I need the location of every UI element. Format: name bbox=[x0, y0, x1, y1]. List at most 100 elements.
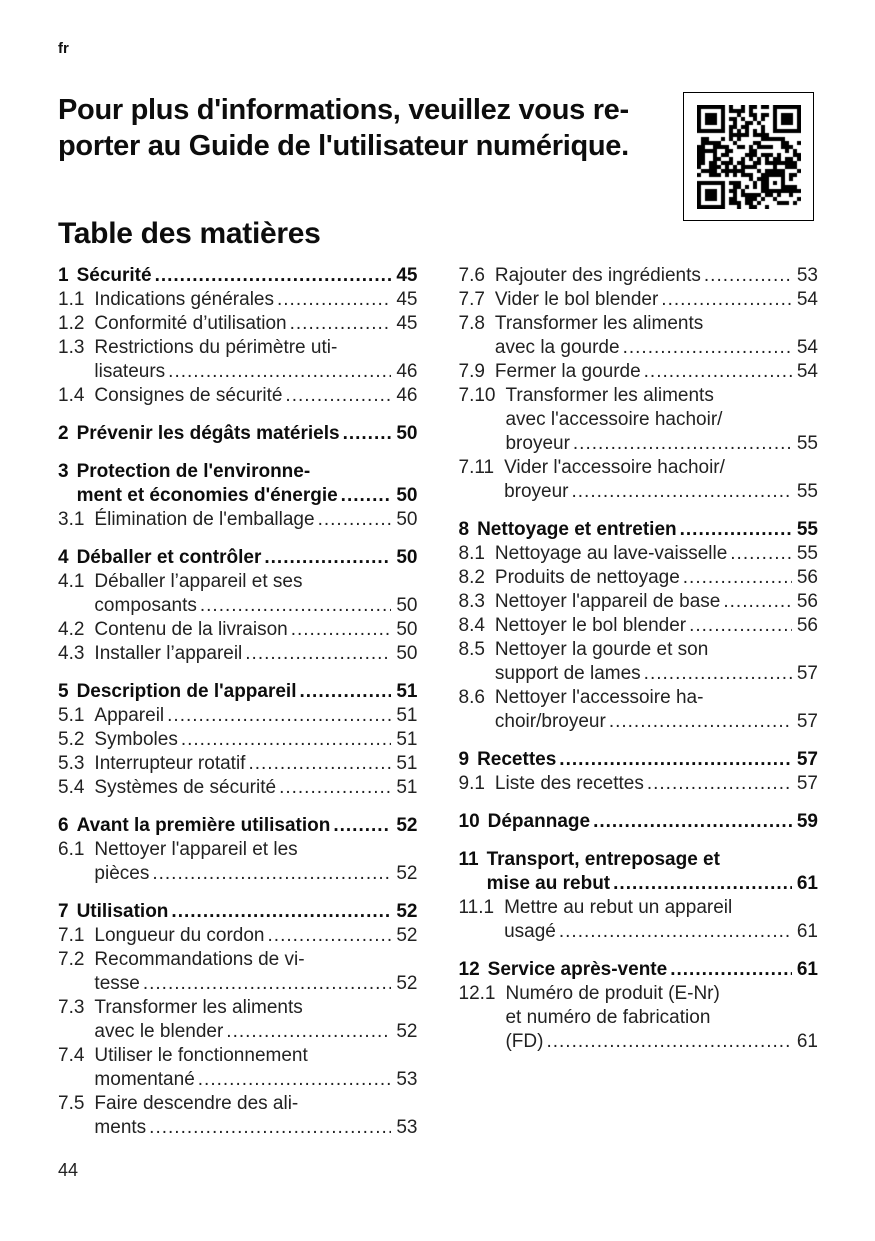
toc-leader-dots bbox=[623, 336, 792, 360]
toc-entry-body: Sécurité 45 bbox=[77, 264, 418, 288]
toc-entry-last-line: Consignes de sécurité 46 bbox=[94, 384, 417, 408]
toc-entry: 1.3 Restrictions du périmètre uti-lisateu… bbox=[58, 336, 418, 384]
toc-entry-last-line: Liste des recettes 57 bbox=[495, 772, 818, 796]
toc-leader-dots bbox=[143, 972, 392, 996]
page-heading: Pour plus d'informations, veuillez vous … bbox=[58, 92, 629, 164]
toc-entry-text: tesse bbox=[94, 973, 140, 994]
toc-leader-dots bbox=[152, 862, 391, 886]
toc-entry-body: Déballer l’appareil et ses composants 50 bbox=[94, 570, 417, 618]
toc-entry-last-line: (FD) 61 bbox=[505, 1030, 818, 1054]
toc-entry: 1.4 Consignes de sécurité 46 bbox=[58, 384, 418, 408]
page-heading-line: Pour plus d'informations, veuillez vous … bbox=[58, 94, 629, 126]
toc-entry-body: Dépannage 59 bbox=[488, 810, 818, 834]
toc-entry-text: Vider le bol blender bbox=[494, 289, 659, 310]
toc-entry-number: 7.7 bbox=[458, 289, 485, 310]
toc-leader-dots bbox=[341, 484, 392, 508]
toc-entry-last-line: Longueur du cordon 52 bbox=[94, 924, 417, 948]
toc-entry-number: 11 bbox=[458, 849, 479, 870]
toc-entry: 6 Avant la première utilisation 52 bbox=[58, 814, 418, 838]
toc-entry-last-line: support de lames 57 bbox=[495, 662, 818, 686]
toc-entry: 7.2 Recommandations de vi-tesse 52 bbox=[58, 948, 418, 996]
toc-entry-body: Élimination de l'emballage 50 bbox=[94, 508, 417, 532]
toc-entry-body: Nettoyer le bol blender 56 bbox=[495, 614, 818, 638]
toc-entry-text: Utiliser le fonctionnement bbox=[94, 1045, 308, 1066]
toc-entry: 5.4 Systèmes de sécurité 51 bbox=[58, 776, 418, 800]
toc-entry-text: Installer l’appareil bbox=[94, 643, 243, 664]
toc-entry-text: Conformité d’utilisation bbox=[94, 313, 287, 334]
toc-leader-dots bbox=[559, 920, 792, 944]
toc-entry-body: Utiliser le fonctionnement momentané 53 bbox=[94, 1044, 417, 1092]
toc-entry: 1.1 Indications générales 45 bbox=[58, 288, 418, 312]
toc-entry-text: Vider l'accessoire hachoir/ bbox=[504, 457, 725, 478]
toc-entry-last-line: Produits de nettoyage 56 bbox=[495, 566, 818, 590]
toc-page-number: 61 bbox=[796, 1031, 818, 1052]
toc-entry-text: Appareil bbox=[94, 705, 165, 726]
toc-entry-text: Déballer et contrôler bbox=[76, 547, 262, 568]
toc-page-number: 50 bbox=[396, 485, 418, 506]
toc-entry-text: Prévenir les dégâts matériels bbox=[76, 423, 340, 444]
toc-entry-text: Interrupteur rotatif bbox=[94, 753, 246, 774]
toc-entry: 8.6 Nettoyer l'accessoire ha-choir/broyeu… bbox=[459, 686, 819, 734]
toc-entry-number: 8 bbox=[458, 519, 470, 540]
toc-entry-body: Transport, entreposage et mise au rebut 61 bbox=[487, 848, 818, 896]
toc-page-number: 54 bbox=[796, 361, 818, 382]
toc-entry: 11 Transport, entreposage et mise au rebut… bbox=[459, 848, 819, 896]
toc-entry-last-line: lisateurs 46 bbox=[94, 360, 417, 384]
toc-entry: 1 Sécurité 45 bbox=[58, 264, 418, 288]
toc-entry-body: Indications générales 45 bbox=[94, 288, 417, 312]
toc-entry-text: choir/broyeur bbox=[494, 711, 606, 732]
toc-page-number: 53 bbox=[796, 265, 818, 286]
toc-leader-dots bbox=[168, 360, 391, 384]
toc-entry: 12.1 Numéro de produit (E-Nr) et numéro de… bbox=[459, 982, 819, 1054]
toc-entry-last-line: Vider le bol blender 54 bbox=[495, 288, 818, 312]
toc-entry-text: Service après-vente bbox=[487, 959, 668, 980]
toc-leader-dots bbox=[181, 728, 392, 752]
toc-entry-text: Longueur du cordon bbox=[94, 925, 265, 946]
toc-entry: 7 Utilisation 52 bbox=[58, 900, 418, 924]
toc-page-number: 56 bbox=[796, 615, 818, 636]
toc-entry-last-line: usagé 61 bbox=[504, 920, 818, 944]
toc-page-number: 50 bbox=[396, 643, 418, 664]
toc-entry-body: Longueur du cordon 52 bbox=[94, 924, 417, 948]
toc-entry-text: Transport, entreposage et bbox=[486, 849, 720, 870]
toc-entry-text: Élimination de l'emballage bbox=[94, 509, 315, 530]
toc-entry: 7.8 Transformer les aliments avec la gourd… bbox=[459, 312, 819, 360]
toc-entry-text: Nettoyer la gourde et son bbox=[494, 639, 709, 660]
toc-entry-body: Recommandations de vi-tesse 52 bbox=[94, 948, 417, 996]
toc-entry-text: avec le blender bbox=[94, 1021, 224, 1042]
toc-entry: 8.1 Nettoyage au lave-vaisselle 55 bbox=[459, 542, 819, 566]
toc-entry-text: Mettre au rebut un appareil bbox=[504, 897, 733, 918]
toc-leader-dots bbox=[333, 814, 391, 838]
toc-entry: 8.4 Nettoyer le bol blender 56 bbox=[459, 614, 819, 638]
toc-page-number: 51 bbox=[396, 777, 418, 798]
toc-entry-number: 7.6 bbox=[458, 265, 485, 286]
toc-title: Table des matières bbox=[58, 217, 321, 250]
toc-entry-last-line: composants 50 bbox=[94, 594, 417, 618]
toc-entry-last-line: Description de l'appareil 51 bbox=[77, 680, 418, 704]
toc-entry-body: Utilisation 52 bbox=[77, 900, 418, 924]
toc-leader-dots bbox=[268, 924, 392, 948]
toc-page-number: 53 bbox=[396, 1117, 418, 1138]
page-heading-line: porter au Guide de l'utilisateur numériq… bbox=[58, 130, 629, 162]
toc-leader-dots bbox=[171, 900, 391, 924]
toc-page-number: 54 bbox=[796, 337, 818, 358]
toc-entry-last-line: Fermer la gourde 54 bbox=[495, 360, 818, 384]
toc-page-number: 57 bbox=[796, 749, 818, 770]
toc-page-number: 54 bbox=[796, 289, 818, 310]
toc-entry-text: ment et économies d'énergie bbox=[76, 485, 338, 506]
toc-page-number: 50 bbox=[396, 595, 418, 616]
toc-entry: 4.2 Contenu de la livraison 50 bbox=[58, 618, 418, 642]
toc-entry: 7.6 Rajouter des ingrédients 53 bbox=[459, 264, 819, 288]
toc-entry-number: 2 bbox=[58, 423, 69, 444]
toc-entry-text: Protection de l'environne- bbox=[76, 461, 311, 482]
toc-page-number: 46 bbox=[396, 361, 418, 382]
toc-page-number: 51 bbox=[396, 729, 418, 750]
toc-entry-number: 1 bbox=[58, 265, 69, 286]
toc-entry-body: Transformer les aliments avec l'accessoir… bbox=[505, 384, 818, 456]
toc-entry-text: Recommandations de vi- bbox=[94, 949, 305, 970]
toc-entry-number: 1.4 bbox=[58, 385, 85, 406]
toc-leader-dots bbox=[200, 594, 391, 618]
toc-entry-text: broyeur bbox=[505, 433, 570, 454]
toc-entry-last-line: momentané 53 bbox=[94, 1068, 417, 1092]
